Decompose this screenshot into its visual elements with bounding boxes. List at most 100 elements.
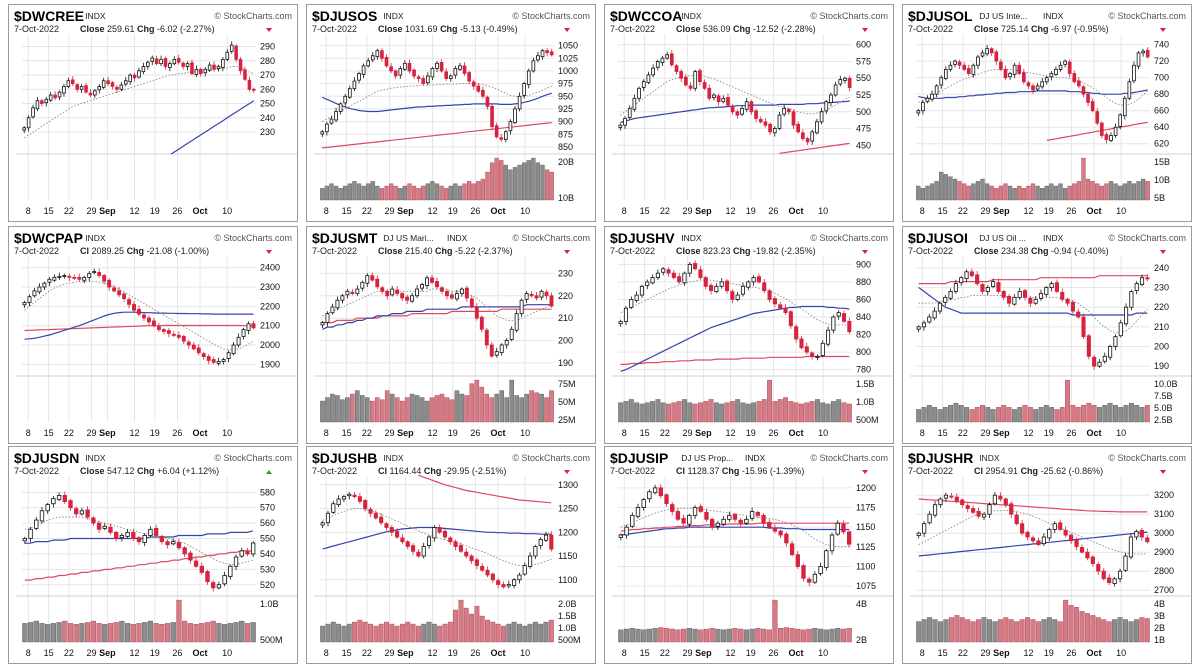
- candle: [395, 286, 400, 296]
- candle: [39, 507, 45, 524]
- volume-bar: [426, 621, 432, 643]
- candle: [156, 322, 161, 332]
- volume-bar: [934, 181, 939, 201]
- x-tick-label: 29: [683, 206, 693, 216]
- candle: [763, 118, 768, 128]
- candle: [524, 291, 529, 304]
- candle: [655, 269, 660, 280]
- volume-bar: [814, 399, 820, 423]
- exchange-label: INDX: [85, 233, 106, 243]
- volume-bar: [394, 397, 400, 423]
- candle: [517, 572, 522, 584]
- candle: [755, 510, 760, 519]
- candle: [801, 129, 805, 141]
- volume-bar: [227, 623, 233, 643]
- volume-bar: [724, 402, 730, 423]
- candle: [1022, 68, 1026, 85]
- candle: [847, 317, 852, 335]
- candle: [190, 59, 194, 76]
- candle: [930, 90, 934, 102]
- volume-bar: [644, 402, 650, 423]
- candle: [384, 521, 389, 531]
- candle: [233, 554, 239, 571]
- x-tick-label: 12: [129, 428, 139, 438]
- volume-bar: [751, 402, 757, 423]
- candle: [1044, 285, 1049, 298]
- candle: [48, 91, 53, 102]
- exchange-label: INDX: [1043, 233, 1064, 243]
- ma-dotted-line: [620, 75, 850, 116]
- candle: [449, 291, 454, 300]
- volume-bar: [980, 178, 985, 201]
- candle: [981, 512, 987, 521]
- candle: [363, 498, 368, 512]
- candle: [379, 513, 384, 526]
- volume-bar: [384, 390, 390, 423]
- x-tick-label: 8: [26, 428, 31, 438]
- y-tick-label: 2300: [260, 282, 280, 292]
- volume-bar: [522, 625, 528, 643]
- volume-bar: [829, 628, 835, 643]
- x-tick-label: 19: [150, 206, 160, 216]
- candle: [211, 356, 216, 365]
- volume-bar: [756, 401, 762, 423]
- y-tick-label: 200: [558, 335, 573, 345]
- chart-panel-djushb: $DJUSHB INDX © StockCharts.com 7-Oct-2022 Cl…: [306, 446, 596, 664]
- candle: [1108, 344, 1113, 361]
- candle: [715, 520, 721, 531]
- ma-red-line: [1046, 121, 1148, 141]
- candle: [1007, 294, 1012, 308]
- candle: [921, 100, 925, 115]
- candle: [400, 291, 405, 302]
- volume-bar: [729, 401, 735, 423]
- candle: [944, 66, 948, 81]
- chart-panel-djusmt: $DJUSMT DJ US Mari... INDX © StockCharts.co…: [306, 226, 596, 444]
- candle: [707, 84, 712, 101]
- x-tick-label: 8: [622, 428, 627, 438]
- candle: [767, 519, 772, 529]
- candle: [989, 47, 994, 56]
- candle: [971, 505, 976, 515]
- close-label: Cl 2089.25 Chg -21.08 (-1.00%): [80, 246, 209, 256]
- price-plot: [916, 492, 1150, 587]
- ma-dotted-line: [24, 280, 254, 351]
- volume-bar: [976, 619, 982, 643]
- candle: [618, 123, 623, 131]
- candle: [666, 267, 671, 277]
- volume-bar: [474, 605, 480, 643]
- index-name: DJ US Inte...: [979, 11, 1027, 21]
- candle: [216, 357, 221, 366]
- volume-bar: [73, 624, 79, 643]
- volume-bar: [1086, 402, 1092, 423]
- exchange-label: INDX: [1043, 11, 1064, 21]
- volume-bar: [1106, 621, 1112, 643]
- candle: [479, 315, 484, 333]
- candle: [740, 105, 744, 116]
- volume-bar: [1003, 183, 1008, 201]
- candle: [194, 65, 199, 77]
- date-label: 7-Oct-2022: [610, 466, 655, 476]
- volume-bar: [62, 620, 68, 643]
- volume-bar: [995, 407, 1001, 423]
- candle: [962, 62, 966, 72]
- volume-bar: [1104, 183, 1109, 201]
- candle: [211, 580, 216, 592]
- candle: [714, 283, 719, 294]
- candle: [693, 69, 698, 92]
- candle: [836, 310, 841, 320]
- volume-bar: [410, 623, 416, 643]
- close-label: Close 1031.69 Chg -5.13 (-0.49%): [378, 24, 518, 34]
- candle: [504, 130, 508, 143]
- candle: [102, 273, 107, 285]
- candle: [320, 521, 325, 529]
- volume-bar: [1052, 619, 1058, 643]
- volume-bar: [1085, 178, 1091, 201]
- volume-bar: [669, 628, 675, 643]
- x-tick-label: Sep: [99, 428, 116, 438]
- volume-bar: [1075, 407, 1081, 423]
- date-label: 7-Oct-2022: [610, 24, 655, 34]
- volume-bar: [543, 621, 549, 643]
- volume-bar: [1095, 183, 1100, 201]
- candle: [730, 289, 735, 304]
- volume-bar: [239, 620, 245, 643]
